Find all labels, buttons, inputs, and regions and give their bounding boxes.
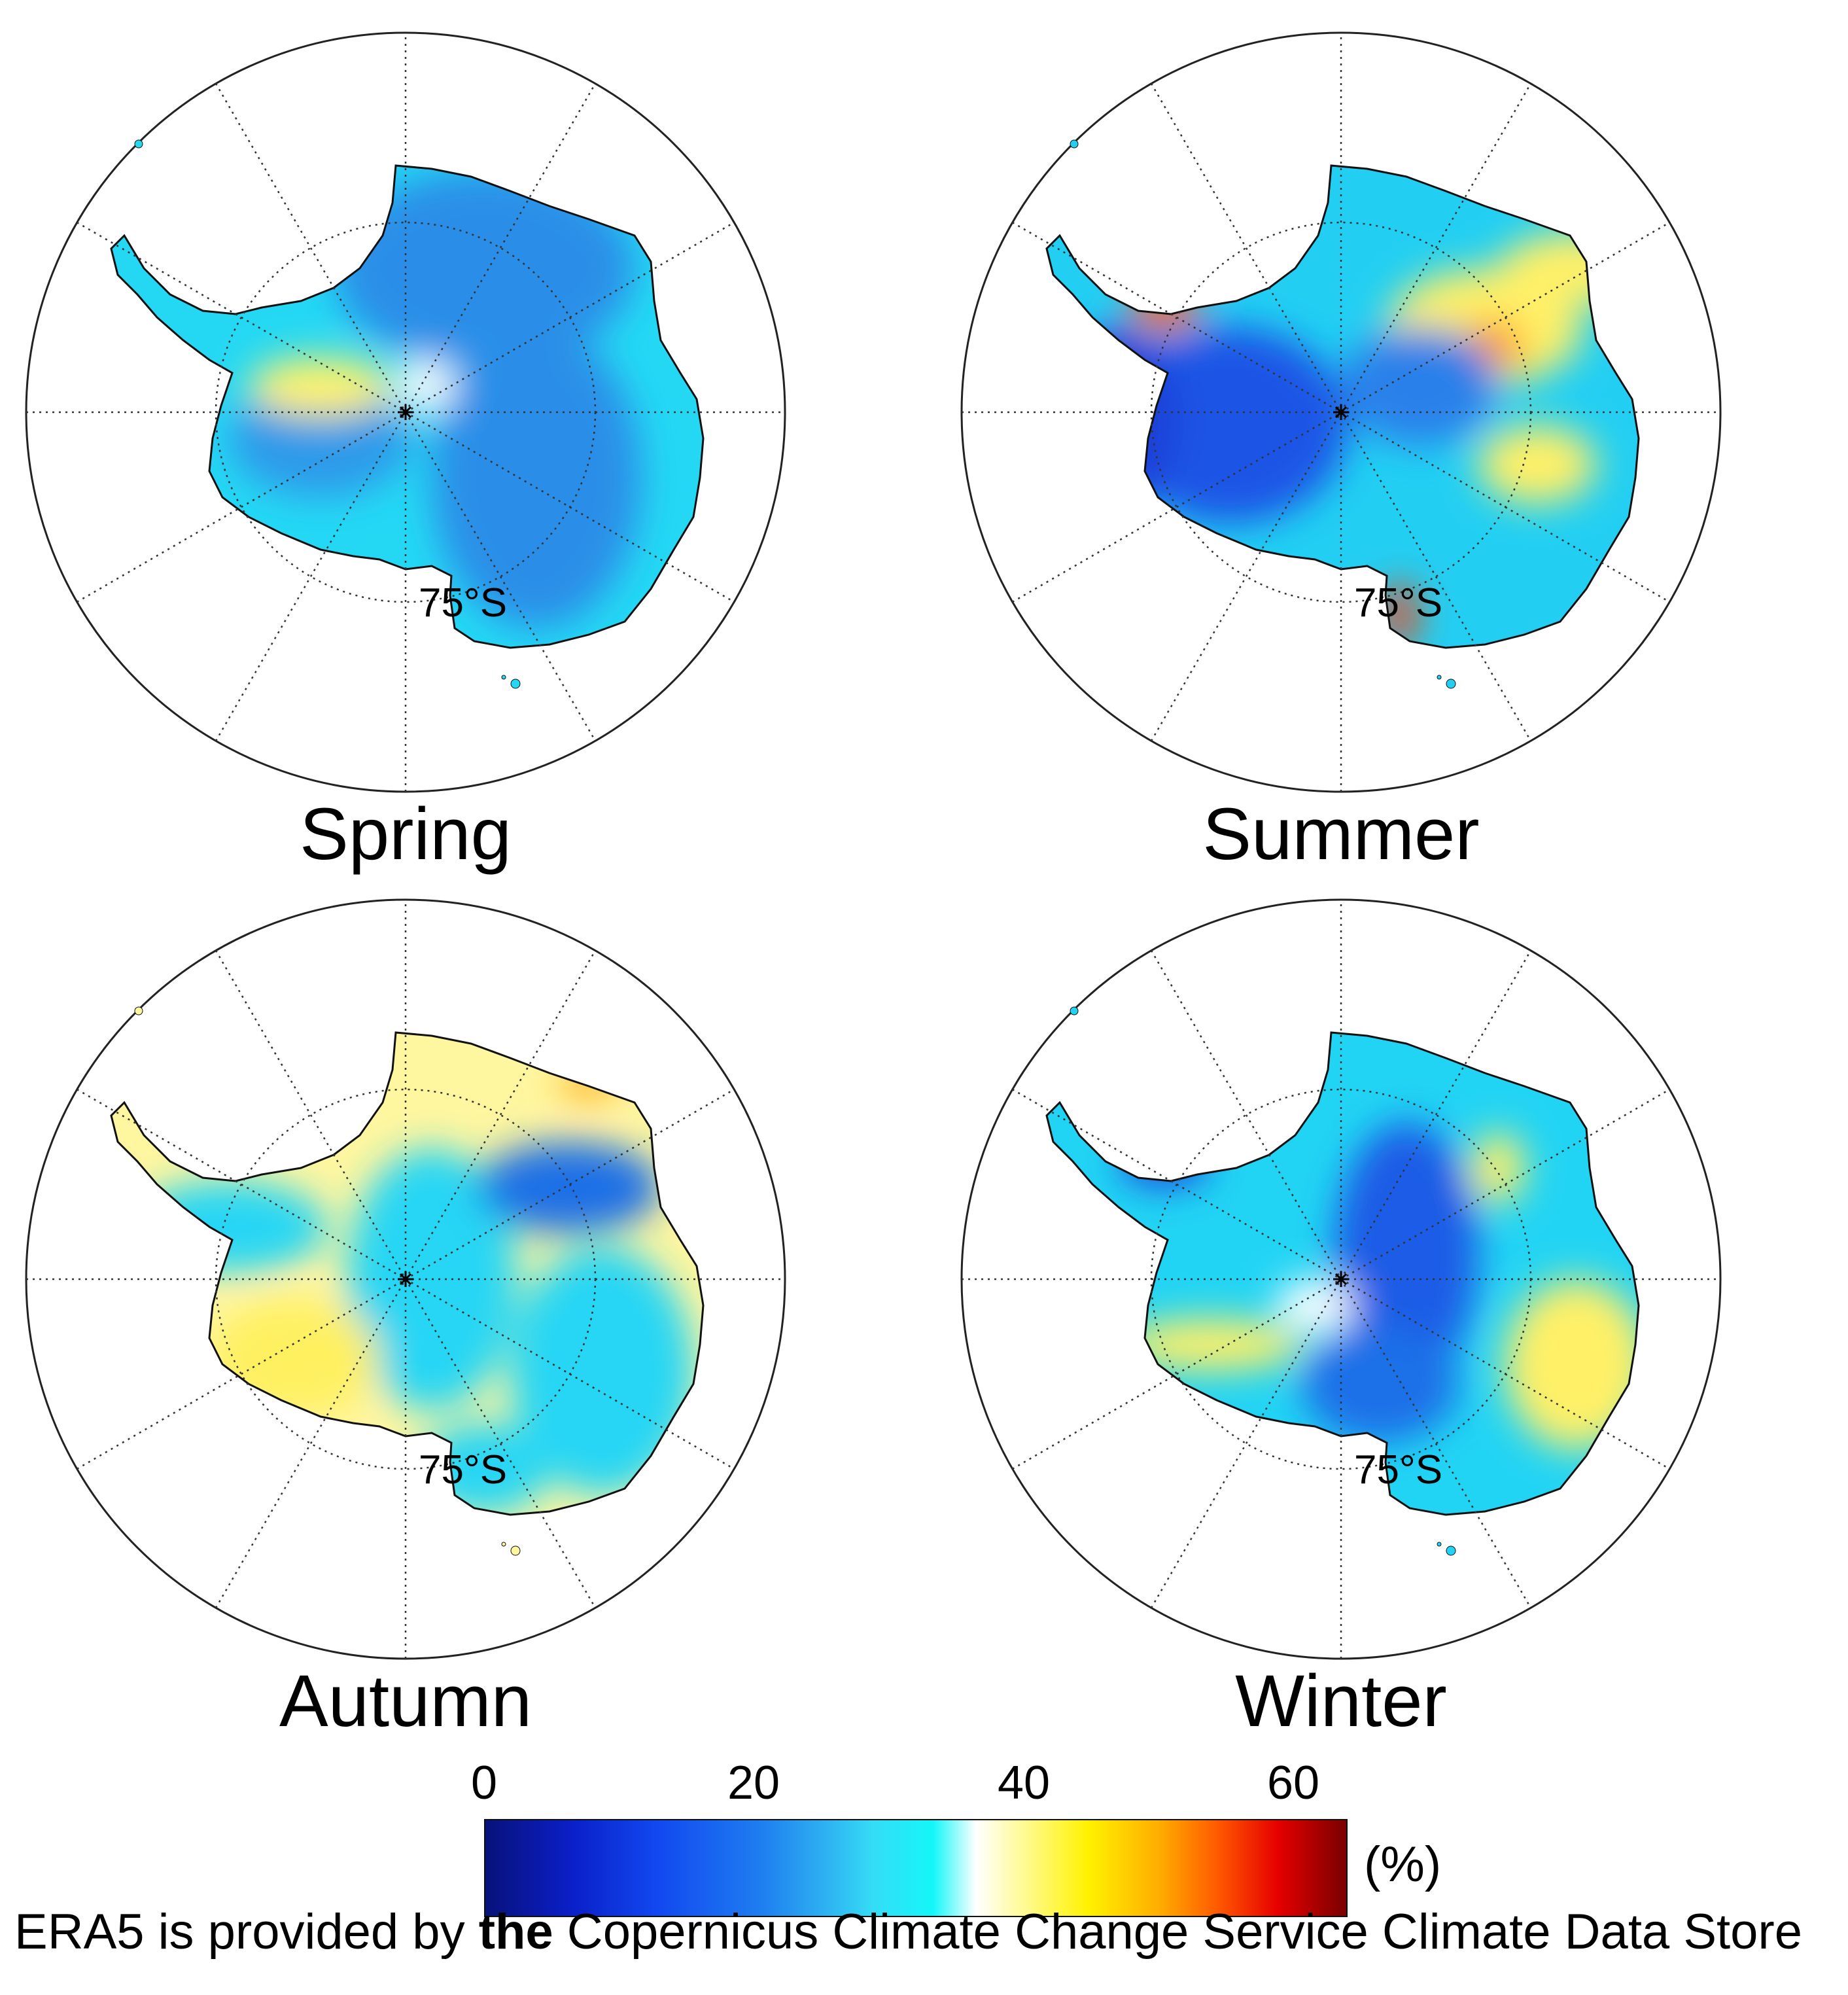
island-marker xyxy=(1437,675,1442,680)
season-title: Winter xyxy=(1235,1660,1447,1742)
field-patch xyxy=(478,1142,661,1233)
coastline xyxy=(110,1031,705,1516)
latitude-circle xyxy=(1150,1088,1532,1470)
colorbar: 0 20 40 60 (%) xyxy=(471,1757,1441,1953)
island-marker xyxy=(510,1545,521,1556)
latitude-circle xyxy=(215,1088,597,1470)
field-patch xyxy=(1505,1279,1639,1449)
colorbar-unit: (%) xyxy=(1364,1837,1442,1892)
map-panel-summer: 75°S Summer xyxy=(949,20,1734,890)
latitude-circle xyxy=(215,221,597,603)
polar-map-summer: 75°S xyxy=(960,31,1722,793)
field-patch xyxy=(1119,1318,1302,1371)
field-patch xyxy=(1112,327,1348,523)
south-pole-marker xyxy=(1333,404,1349,420)
latitude-label: 75°S xyxy=(419,580,507,626)
map-panel-autumn: 75°S Autumn xyxy=(13,887,798,1757)
island-marker xyxy=(1446,679,1456,689)
colorbar-tick-label: 0 xyxy=(470,1757,498,1809)
field-patch xyxy=(1302,1325,1459,1443)
field-patch xyxy=(229,380,412,497)
field-patch xyxy=(1472,1132,1524,1204)
season-title: Spring xyxy=(300,793,512,875)
south-pole-marker xyxy=(398,404,413,420)
coastline xyxy=(1045,1031,1640,1516)
field-patch xyxy=(396,360,455,412)
island-marker xyxy=(1437,1542,1442,1547)
island-marker xyxy=(501,675,506,680)
island-marker xyxy=(134,139,143,149)
credit-suffix: Copernicus Climate Change Service Climat… xyxy=(553,1904,1802,1960)
data-credit: ERA5 is provided by the Copernicus Clima… xyxy=(14,1896,1839,1968)
map-panel-spring: 75°S Spring xyxy=(13,20,798,890)
colorbar-tick-label: 40 xyxy=(997,1757,1051,1809)
latitude-circle xyxy=(1150,221,1532,603)
coastline xyxy=(110,164,705,649)
colorbar-gradient xyxy=(484,1819,1348,1917)
field-patch xyxy=(1334,1122,1478,1384)
latitude-label: 75°S xyxy=(1354,580,1442,626)
field-patch xyxy=(1341,327,1498,445)
field-patch xyxy=(249,357,392,415)
map-panel-winter: 75°S Winter xyxy=(949,887,1734,1757)
credit-emphasis: the xyxy=(478,1904,553,1960)
polar-map-autumn: 75°S xyxy=(25,898,786,1660)
latitude-label: 75°S xyxy=(419,1447,507,1492)
season-title: Autumn xyxy=(279,1660,532,1742)
field-patch xyxy=(1276,1279,1354,1332)
field-patches xyxy=(229,170,641,628)
field-patch xyxy=(432,327,641,628)
polar-map-spring: 75°S xyxy=(25,31,786,793)
season-title: Summer xyxy=(1202,793,1480,875)
field-patches xyxy=(1119,1122,1639,1449)
island-marker xyxy=(134,1006,143,1015)
field-patch xyxy=(1478,425,1596,504)
latitude-label: 75°S xyxy=(1354,1447,1442,1492)
island-marker xyxy=(1446,1545,1456,1556)
island-marker xyxy=(1070,139,1079,149)
field-patch xyxy=(510,1246,693,1495)
field-patch xyxy=(334,170,635,366)
coastline xyxy=(1045,164,1640,649)
island-marker xyxy=(501,1542,506,1547)
island-marker xyxy=(1070,1006,1079,1015)
polar-map-winter: 75°S xyxy=(960,898,1722,1660)
colorbar-tick-label: 60 xyxy=(1266,1757,1320,1809)
south-pole-marker xyxy=(398,1271,413,1287)
island-marker xyxy=(510,679,521,689)
credit-prefix: ERA5 is provided by xyxy=(14,1904,479,1960)
south-pole-marker xyxy=(1333,1271,1349,1287)
colorbar-tick-label: 20 xyxy=(727,1757,780,1809)
